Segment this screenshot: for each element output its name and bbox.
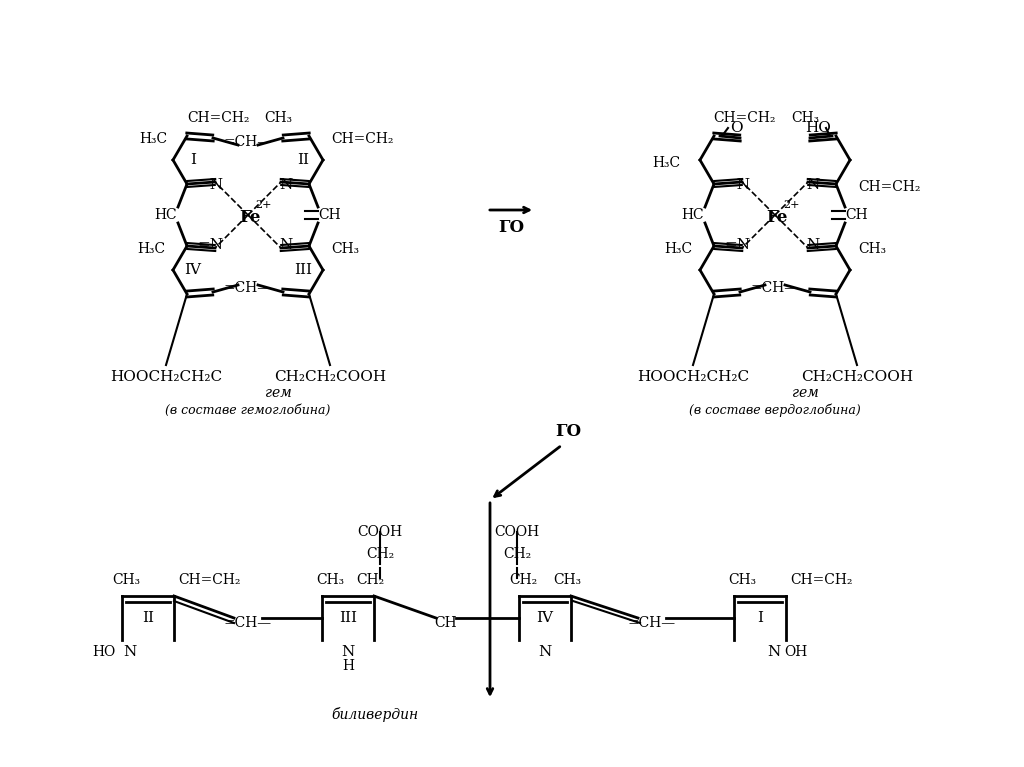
Text: N: N: [280, 178, 293, 192]
Text: =CH—: =CH—: [224, 135, 272, 149]
Text: CH₃: CH₃: [728, 573, 756, 587]
Text: CH: CH: [318, 208, 341, 222]
Text: Fe: Fe: [766, 209, 787, 225]
Text: ГО: ГО: [498, 219, 524, 236]
Text: =CH—: =CH—: [224, 281, 272, 295]
Text: H₃C: H₃C: [664, 242, 692, 256]
Text: CH₃: CH₃: [264, 111, 292, 125]
Text: III: III: [294, 263, 312, 277]
Text: HO: HO: [805, 121, 830, 135]
Text: CH₃: CH₃: [112, 573, 140, 587]
Text: биливердин: биливердин: [332, 707, 419, 723]
Text: IV: IV: [184, 263, 202, 277]
Text: HC: HC: [682, 208, 705, 222]
Text: CH=CH₂: CH=CH₂: [790, 573, 853, 587]
Text: CH₃: CH₃: [858, 242, 886, 256]
Text: HOOCH₂CH₂C: HOOCH₂CH₂C: [110, 370, 222, 384]
Text: O: O: [730, 121, 742, 135]
Text: =CH—: =CH—: [628, 616, 676, 630]
Text: CH₂: CH₂: [503, 547, 531, 561]
Text: II: II: [142, 611, 154, 625]
Text: N: N: [341, 645, 354, 659]
Text: CH=CH₂: CH=CH₂: [858, 180, 921, 194]
Text: =N: =N: [724, 238, 750, 252]
Text: H: H: [342, 659, 354, 673]
Text: CH=CH₂: CH=CH₂: [331, 132, 393, 146]
Text: CH₂CH₂COOH: CH₂CH₂COOH: [801, 370, 913, 384]
Text: =N: =N: [197, 178, 223, 192]
Text: гем: гем: [264, 386, 292, 400]
Text: CH: CH: [434, 616, 458, 630]
Text: OH: OH: [784, 645, 808, 659]
Text: =N: =N: [724, 178, 750, 192]
Text: 2+: 2+: [256, 200, 272, 210]
Text: H₃C: H₃C: [137, 242, 165, 256]
Text: CH₂: CH₂: [509, 573, 538, 587]
Text: IV: IV: [537, 611, 554, 625]
Text: I: I: [190, 153, 196, 167]
Text: CH₃: CH₃: [791, 111, 819, 125]
Text: Fe: Fe: [240, 209, 261, 225]
Text: CH₂CH₂COOH: CH₂CH₂COOH: [274, 370, 386, 384]
Text: (в составе вердоглобина): (в составе вердоглобина): [689, 403, 861, 416]
Text: N: N: [806, 238, 819, 252]
Text: =N: =N: [197, 238, 223, 252]
Text: CH=CH₂: CH=CH₂: [178, 573, 241, 587]
Text: COOH: COOH: [495, 525, 540, 539]
Text: III: III: [339, 611, 357, 625]
Text: N: N: [280, 238, 293, 252]
Text: II: II: [297, 153, 309, 167]
Text: ГО: ГО: [555, 423, 581, 440]
Text: N: N: [806, 178, 819, 192]
Text: HOOCH₂CH₂C: HOOCH₂CH₂C: [637, 370, 750, 384]
Text: =CH—: =CH—: [224, 616, 272, 630]
Text: 2+: 2+: [782, 200, 800, 210]
Text: N: N: [123, 645, 136, 659]
Text: (в составе гемоглобина): (в составе гемоглобина): [165, 403, 331, 416]
Text: гем: гем: [792, 386, 818, 400]
Text: H₃C: H₃C: [652, 156, 680, 170]
Text: =CH—: =CH—: [751, 281, 799, 295]
Text: HC: HC: [155, 208, 177, 222]
Text: N: N: [767, 645, 780, 659]
Text: CH₃: CH₃: [316, 573, 344, 587]
Text: N: N: [539, 645, 552, 659]
Text: HO: HO: [92, 645, 116, 659]
Text: CH: CH: [846, 208, 868, 222]
Text: CH₃: CH₃: [331, 242, 359, 256]
Text: CH₂: CH₂: [366, 547, 394, 561]
Text: CH₂: CH₂: [356, 573, 384, 587]
Text: COOH: COOH: [357, 525, 402, 539]
Text: H₃C: H₃C: [139, 132, 167, 146]
Text: CH=CH₂: CH=CH₂: [714, 111, 776, 125]
Text: CH₃: CH₃: [553, 573, 581, 587]
Text: I: I: [757, 611, 763, 625]
Text: CH=CH₂: CH=CH₂: [186, 111, 249, 125]
